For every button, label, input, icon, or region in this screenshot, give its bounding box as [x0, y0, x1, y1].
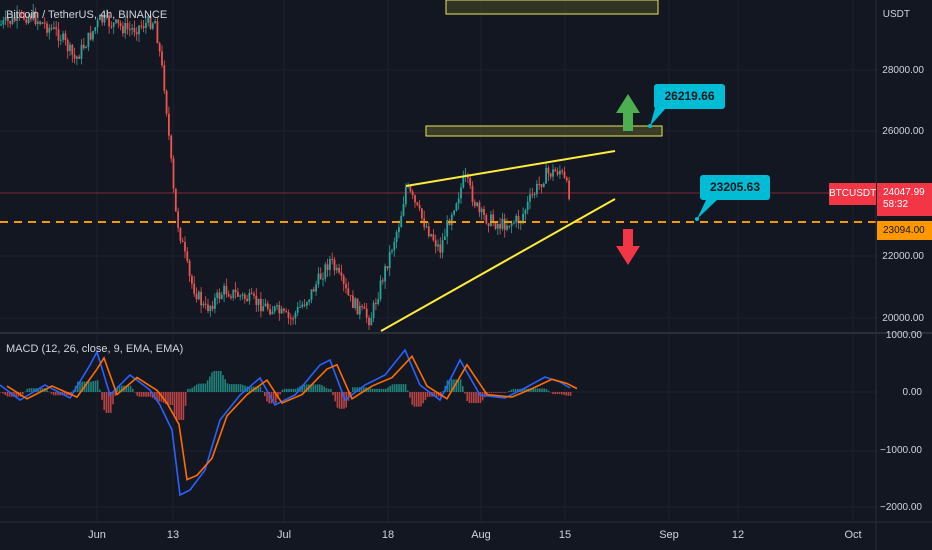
time-label-15: 15: [558, 529, 572, 541]
macd-line: [0, 348, 571, 497]
support-level-tag: 23094.00: [877, 221, 932, 240]
wedge-upper-line[interactable]: [405, 150, 616, 187]
arrow-up-icon: [616, 94, 640, 131]
wedge-lower-line[interactable]: [380, 198, 616, 332]
last-price-value: 24047.99: [883, 187, 925, 198]
price-tick-28000: 28000.00: [882, 65, 924, 76]
time-label-13: 13: [166, 529, 180, 541]
time-label-jun: Jun: [88, 529, 106, 541]
candle-countdown: 58:32: [883, 199, 909, 210]
symbol-title[interactable]: Bitcoin / TetherUS, 4h, BINANCE: [6, 9, 168, 21]
callout-target-mid[interactable]: 23205.63: [700, 175, 770, 200]
macd-indicator-label[interactable]: MACD (12, 26, close, 9, EMA, EMA): [6, 343, 184, 355]
macd-tick-neg1000: −1000.00: [880, 445, 922, 456]
callout-pointer-mid: [697, 200, 717, 219]
time-label-jul: Jul: [276, 529, 292, 541]
top-resistance-zone[interactable]: [445, 0, 659, 15]
time-label-aug: Aug: [471, 529, 491, 541]
resistance-zone[interactable]: [425, 125, 663, 137]
price-tick-22000: 22000.00: [882, 251, 924, 262]
time-label-sep: Sep: [659, 529, 679, 541]
price-candles: [0, 3, 570, 330]
macd-tick-0: 0.00: [902, 387, 922, 398]
currency-label: USDT: [882, 9, 910, 20]
callout-pointer-up: [650, 108, 666, 126]
macd-tick-neg2000: −2000.00: [880, 502, 922, 513]
price-tick-20000: 20000.00: [882, 313, 924, 324]
price-tick-26000: 26000.00: [882, 126, 924, 137]
time-label-oct: Oct: [844, 529, 862, 541]
macd-tick-1000: 1000.00: [885, 330, 922, 341]
signal-line: [6, 354, 578, 481]
time-label-12: 12: [731, 529, 745, 541]
callout-target-up[interactable]: 26219.66: [654, 84, 725, 109]
time-label-18: 18: [381, 529, 395, 541]
arrow-down-icon: [616, 229, 640, 265]
last-price-tag: 24047.99 58:32: [877, 183, 932, 216]
ticker-tag: BTCUSDT: [829, 183, 876, 205]
grid-lines: [0, 0, 876, 522]
